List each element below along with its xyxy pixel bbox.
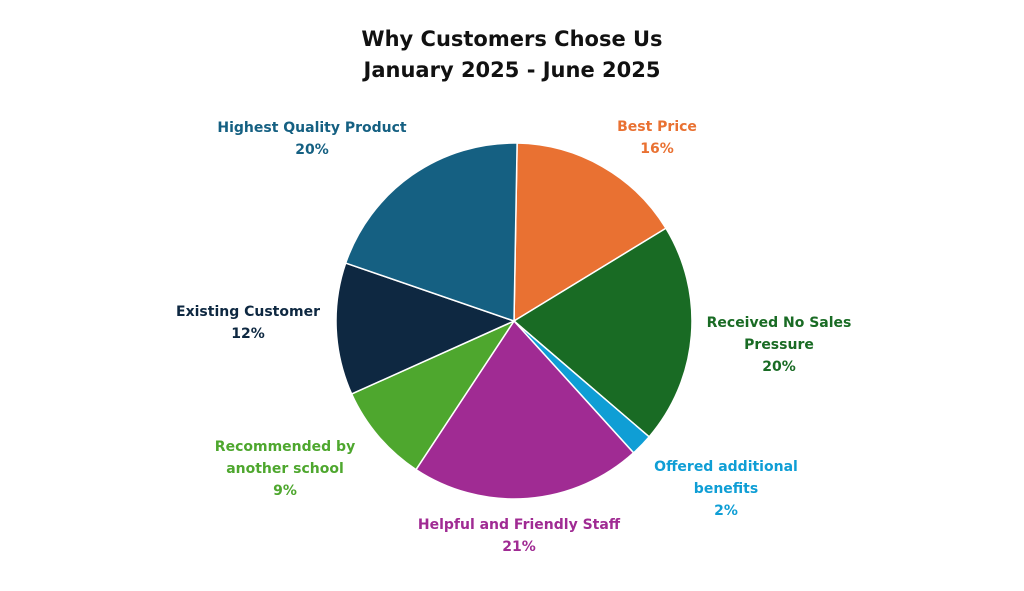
pie-slice-helpful-and-friendly-staff bbox=[414, 319, 635, 500]
pie-slice-received-no-sales-pressure bbox=[512, 227, 693, 438]
pie-slice-recommended-by-another-school bbox=[350, 319, 517, 471]
slice-label-text: Helpful and Friendly Staff bbox=[417, 517, 621, 533]
chart-title: Why Customers Chose Us bbox=[361, 27, 663, 51]
slice-label-text: Existing Customer bbox=[176, 304, 320, 320]
pie-slice-best-price bbox=[513, 142, 667, 323]
slice-value-label: 21% bbox=[502, 539, 536, 555]
pie-slice-existing-customer bbox=[335, 262, 517, 395]
slice-label-text: Offered additional bbox=[654, 459, 798, 475]
slice-value-label: 12% bbox=[231, 326, 265, 342]
slice-label-text: benefits bbox=[693, 481, 759, 497]
slice-value-label: 16% bbox=[640, 141, 674, 157]
slice-label-text: Received No Sales bbox=[706, 315, 852, 331]
slice-label-existing-customer: Existing Customer 12% bbox=[176, 301, 320, 345]
pie-slice-highest-quality-product bbox=[344, 142, 518, 323]
chart-title-block: Why Customers Chose Us January 2025 - Ju… bbox=[0, 24, 1024, 86]
slice-value-label: 9% bbox=[273, 483, 297, 499]
slice-label-recommended-by-another-school: Recommended by another school 9% bbox=[215, 436, 355, 502]
slice-value-label: 2% bbox=[714, 503, 738, 519]
slice-value-label: 20% bbox=[295, 142, 329, 158]
slice-value-label: 20% bbox=[762, 359, 796, 375]
slice-label-received-no-sales-pressure: Received No Sales Pressure 20% bbox=[707, 312, 852, 378]
slice-label-helpful-and-friendly-staff: Helpful and Friendly Staff 21% bbox=[418, 514, 620, 558]
slice-label-text: Recommended by bbox=[214, 439, 356, 455]
slice-label-offered-additional-benefits: Offered additional benefits 2% bbox=[654, 456, 798, 522]
slice-label-text: another school bbox=[226, 461, 344, 477]
slice-label-text: Best Price bbox=[617, 119, 697, 135]
slice-label-highest-quality-product: Highest Quality Product 20% bbox=[217, 117, 406, 161]
slice-label-text: Pressure bbox=[744, 337, 814, 353]
slice-label-text: Highest Quality Product bbox=[217, 120, 407, 136]
chart-subtitle: January 2025 - June 2025 bbox=[363, 58, 661, 82]
slice-label-best-price: Best Price 16% bbox=[617, 116, 697, 160]
